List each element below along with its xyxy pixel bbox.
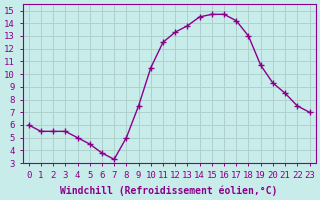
X-axis label: Windchill (Refroidissement éolien,°C): Windchill (Refroidissement éolien,°C) [60, 185, 278, 196]
